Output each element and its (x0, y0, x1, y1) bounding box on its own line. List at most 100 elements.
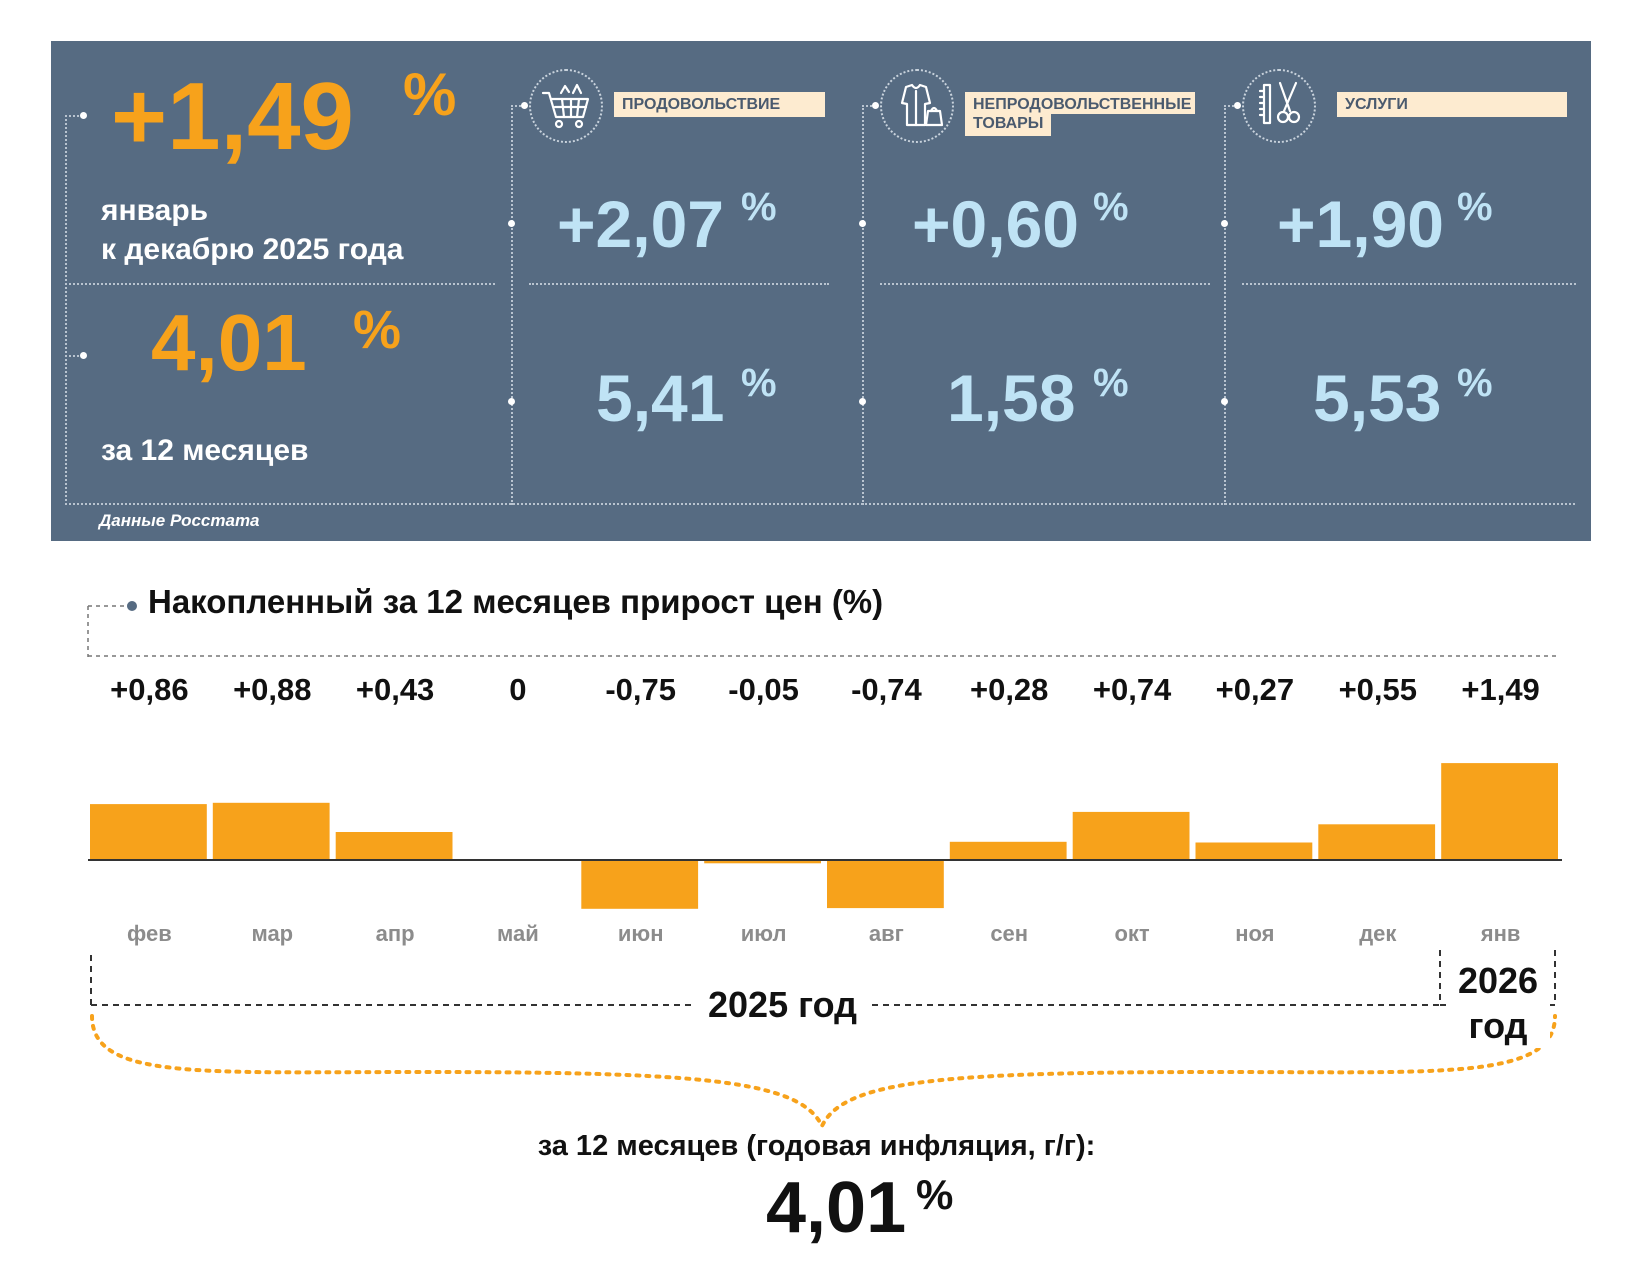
connector-node (1221, 220, 1228, 227)
monthly-period-line2: к декабрю 2025 года (101, 233, 404, 266)
category-label-nonfood: НЕПРОДОВОЛЬСТВЕННЫЕ ТОВАРЫ (965, 92, 1196, 136)
annual-inflation-total: 4,01 (766, 1168, 907, 1248)
annual-inflation-total-unit: % (916, 1171, 954, 1218)
category-label-nonfood-line2: ТОВАРЫ (965, 114, 1052, 136)
year-label-2026: 2026 год (1446, 958, 1550, 1048)
connector-node (521, 102, 528, 109)
year-label-2026-line2: год (1468, 1005, 1528, 1046)
connector-node (1234, 102, 1241, 109)
divider (65, 355, 83, 357)
annual-inflation-value: 4,01 (151, 298, 307, 387)
title-bullet (127, 601, 137, 611)
annual-brace (90, 1014, 1557, 1131)
services-icon-circle (1242, 69, 1316, 143)
divider (880, 283, 1210, 285)
source-note: Данные Росстата (99, 511, 260, 530)
divider (65, 115, 83, 117)
connector-node (508, 220, 515, 227)
month-label-ноя: ноя (1235, 921, 1274, 946)
services-monthly-unit: % (1457, 185, 1493, 229)
value-label-янв: +1,49 (1461, 672, 1539, 707)
divider (529, 283, 829, 285)
value-label-ноя: +0,27 (1216, 672, 1294, 707)
value-label-дек: +0,55 (1339, 672, 1417, 707)
scissors-comb-icon (1258, 81, 1301, 125)
value-label-окт: +0,74 (1093, 672, 1172, 707)
bar-июн (581, 860, 699, 909)
divider (862, 105, 864, 505)
bar-окт (1072, 811, 1190, 860)
food-monthly-unit: % (741, 185, 777, 229)
clothes-icon (900, 83, 944, 127)
value-labels: +0,86 +0,88 +0,43 0 -0,75 -0,05 -0,74 +0,28 +0,7… (110, 672, 1540, 707)
bar-сен (949, 841, 1067, 860)
connector-node (859, 398, 866, 405)
bars (90, 763, 1558, 909)
nonfood-monthly-unit: % (1093, 185, 1129, 229)
bar-ноя (1195, 842, 1313, 861)
food-annual-unit: % (741, 361, 777, 405)
connector-node (508, 398, 515, 405)
month-label-фев: фев (127, 921, 172, 946)
connector-node (80, 352, 87, 359)
divider (511, 105, 513, 505)
value-label-сен: +0,28 (970, 672, 1048, 707)
food-icon-circle (529, 69, 603, 143)
month-labels: фев мар апр май июн июл авг сен окт ноя дек янв (127, 921, 1520, 946)
month-label-янв: янв (1480, 921, 1521, 946)
services-annual-unit: % (1457, 361, 1493, 405)
bar-янв (1441, 763, 1558, 860)
month-label-дек: дек (1359, 921, 1397, 946)
food-monthly-value: +2,07 (557, 187, 724, 261)
category-label-services: УСЛУГИ (1337, 92, 1567, 117)
monthly-inflation-unit: % (403, 61, 457, 128)
divider (511, 105, 525, 107)
services-annual-value: 5,53 (1313, 361, 1442, 435)
month-label-сен: сен (990, 921, 1028, 946)
nonfood-icon-circle (880, 69, 954, 143)
nonfood-monthly-value: +0,60 (912, 187, 1079, 261)
month-label-июн: июн (618, 921, 664, 946)
divider (65, 115, 67, 505)
bar-дек (1318, 824, 1436, 861)
chart-title: Накопленный за 12 месяцев прирост цен (%… (148, 583, 884, 620)
month-label-май: май (497, 921, 539, 946)
nonfood-annual-value: 1,58 (947, 361, 1076, 435)
monthly-period-line1: январь (101, 194, 209, 227)
value-label-фев: +0,86 (110, 672, 188, 707)
bar-авг (827, 860, 944, 909)
value-label-июн: -0,75 (605, 672, 676, 707)
bar-фев (90, 804, 207, 860)
connector-node (1221, 398, 1228, 405)
month-label-окт: окт (1114, 921, 1149, 946)
nonfood-annual-unit: % (1093, 361, 1129, 405)
divider (1224, 105, 1226, 505)
annual-inflation-unit: % (353, 300, 402, 360)
value-label-апр: +0,43 (356, 672, 434, 707)
divider (65, 503, 1575, 505)
inflation-summary-panel: +1,49 % январь к декабрю 2025 года 4,01 … (51, 41, 1591, 541)
divider (65, 283, 495, 285)
bar-апр (335, 832, 453, 860)
food-annual-value: 5,41 (596, 361, 725, 435)
bar-мар (212, 802, 330, 860)
annual-period-label: за 12 месяцев (101, 434, 309, 467)
month-label-мар: мар (251, 921, 293, 946)
annual-inflation-caption: за 12 месяцев (годовая инфляция, г/г): (537, 1130, 1096, 1162)
category-label-nonfood-line1: НЕПРОДОВОЛЬСТВЕННЫЕ (965, 92, 1196, 114)
month-label-апр: апр (376, 921, 415, 946)
shopping-cart-icon (541, 83, 590, 129)
year-label-2026-line1: 2026 (1457, 960, 1539, 1001)
divider (1224, 105, 1238, 107)
value-label-авг: -0,74 (851, 672, 922, 707)
year-label-2025: 2025 год (694, 984, 871, 1026)
monthly-inflation-value: +1,49 (111, 63, 354, 170)
month-label-июл: июл (741, 921, 787, 946)
month-label-авг: авг (869, 921, 904, 946)
connector-node (80, 112, 87, 119)
divider (1242, 283, 1576, 285)
connector-node (859, 220, 866, 227)
services-monthly-value: +1,90 (1277, 187, 1444, 261)
connector-node (872, 102, 879, 109)
